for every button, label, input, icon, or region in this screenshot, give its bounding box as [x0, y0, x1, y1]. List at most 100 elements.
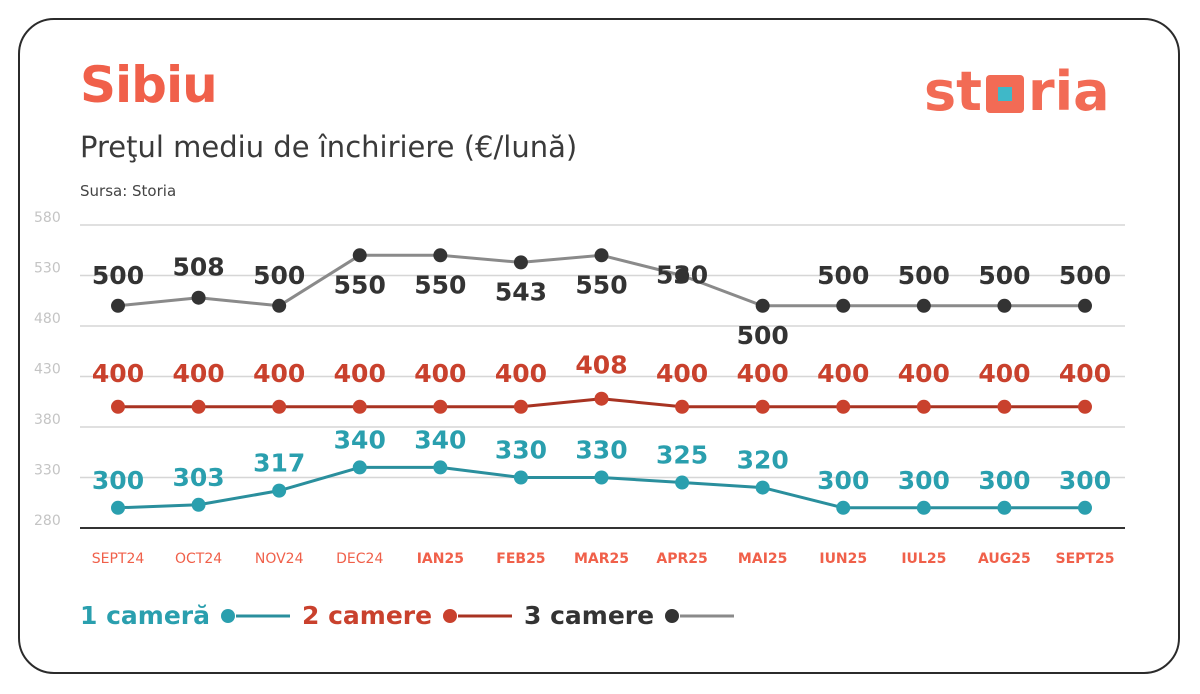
data-label: 303	[172, 463, 224, 492]
data-label: 400	[172, 359, 224, 388]
data-label: 300	[92, 466, 144, 495]
logo-text-ria: ria	[1028, 60, 1110, 122]
data-label: 300	[1059, 466, 1111, 495]
legend-swatch-1-camera	[221, 609, 290, 623]
data-label: 340	[414, 425, 466, 454]
data-point	[513, 255, 528, 270]
data-point	[675, 399, 690, 414]
data-label: 400	[414, 359, 466, 388]
data-label: 500	[737, 321, 789, 350]
data-label: 500	[978, 261, 1030, 290]
data-label: 500	[1059, 261, 1111, 290]
data-point	[352, 248, 367, 263]
data-point	[675, 268, 690, 283]
legend-label-2-camere: 2 camere	[302, 601, 433, 630]
y-tick-label: 380	[34, 412, 61, 428]
data-label: 400	[737, 359, 789, 388]
storia-logo-graphic: st ria	[924, 60, 1110, 122]
data-label: 300	[898, 466, 950, 495]
data-label: 543	[495, 277, 547, 306]
data-label: 500	[92, 261, 144, 290]
data-point	[916, 500, 931, 515]
data-label: 500	[253, 261, 305, 290]
data-point	[997, 500, 1012, 515]
data-label: 325	[656, 441, 708, 470]
data-label: 400	[253, 359, 305, 388]
data-label: 508	[172, 253, 224, 282]
data-point	[916, 298, 931, 313]
data-label: 530	[656, 261, 708, 290]
x-tick-label: AUG25	[978, 551, 1031, 567]
data-point	[111, 399, 125, 414]
legend-swatch-3-camere	[665, 609, 735, 623]
legend: 1 cameră 2 camere 3 camere	[80, 598, 780, 638]
data-point	[594, 248, 609, 263]
data-point	[272, 399, 287, 414]
storia-logo: st ria	[924, 58, 1124, 122]
data-label: 400	[1059, 359, 1111, 388]
data-label: 400	[898, 359, 950, 388]
logo-o-center	[998, 87, 1012, 101]
data-point	[836, 399, 851, 414]
data-label: 400	[817, 359, 869, 388]
x-tick-label: NOV24	[255, 551, 304, 567]
data-label: 317	[253, 449, 305, 478]
data-point	[1078, 298, 1092, 313]
data-point	[513, 399, 528, 414]
data-label: 550	[334, 270, 386, 299]
y-tick-label: 480	[34, 311, 61, 327]
data-point	[836, 298, 851, 313]
data-point	[352, 399, 367, 414]
y-tick-label: 530	[34, 261, 61, 277]
data-point	[1078, 399, 1092, 414]
chart-subtitle: Preţul mediu de închiriere (€/lună)	[80, 130, 578, 164]
data-point	[997, 399, 1012, 414]
data-point	[997, 298, 1012, 313]
legend-item-3-camere: 3 camere	[524, 598, 736, 634]
data-point	[755, 480, 770, 495]
legend-item-2-camere: 2 camere	[302, 598, 514, 634]
data-label: 400	[978, 359, 1030, 388]
x-tick-label: IAN25	[417, 551, 464, 567]
data-label: 300	[817, 466, 869, 495]
data-point	[272, 483, 287, 498]
chart-card	[18, 18, 1180, 674]
data-point	[755, 399, 770, 414]
y-tick-label: 430	[34, 362, 61, 378]
legend-label-1-camera: 1 cameră	[80, 601, 210, 630]
x-tick-label: APR25	[656, 551, 707, 567]
data-point	[352, 460, 367, 475]
x-tick-label: IUL25	[901, 551, 946, 567]
data-label: 330	[575, 436, 627, 465]
y-tick-label: 580	[34, 210, 61, 226]
data-label: 300	[978, 466, 1030, 495]
data-label: 500	[817, 261, 869, 290]
x-tick-label: FEB25	[496, 551, 545, 567]
x-tick-label: SEPT25	[1056, 551, 1115, 567]
x-tick-label: DEC24	[336, 551, 383, 567]
data-point	[594, 470, 609, 485]
data-point	[433, 460, 448, 475]
data-label: 400	[656, 359, 708, 388]
x-tick-label: OCT24	[175, 551, 222, 567]
y-tick-label: 280	[34, 513, 61, 529]
source-note: Sursa: Storia	[80, 182, 177, 200]
legend-label-3-camere: 3 camere	[524, 601, 655, 630]
data-label: 500	[898, 261, 950, 290]
data-point	[675, 475, 690, 490]
data-label: 320	[737, 446, 789, 475]
data-point	[433, 399, 448, 414]
data-label: 340	[334, 425, 386, 454]
chart-title: Sibiu	[80, 56, 218, 114]
data-point	[755, 298, 770, 313]
data-label: 550	[575, 270, 627, 299]
data-label: 408	[575, 351, 627, 380]
data-point	[191, 497, 206, 512]
data-point	[433, 248, 448, 263]
x-tick-label: MAR25	[574, 551, 629, 567]
y-tick-label: 330	[34, 463, 61, 479]
data-label: 330	[495, 436, 547, 465]
x-tick-label: MAI25	[738, 551, 787, 567]
x-tick-label: IUN25	[819, 551, 867, 567]
